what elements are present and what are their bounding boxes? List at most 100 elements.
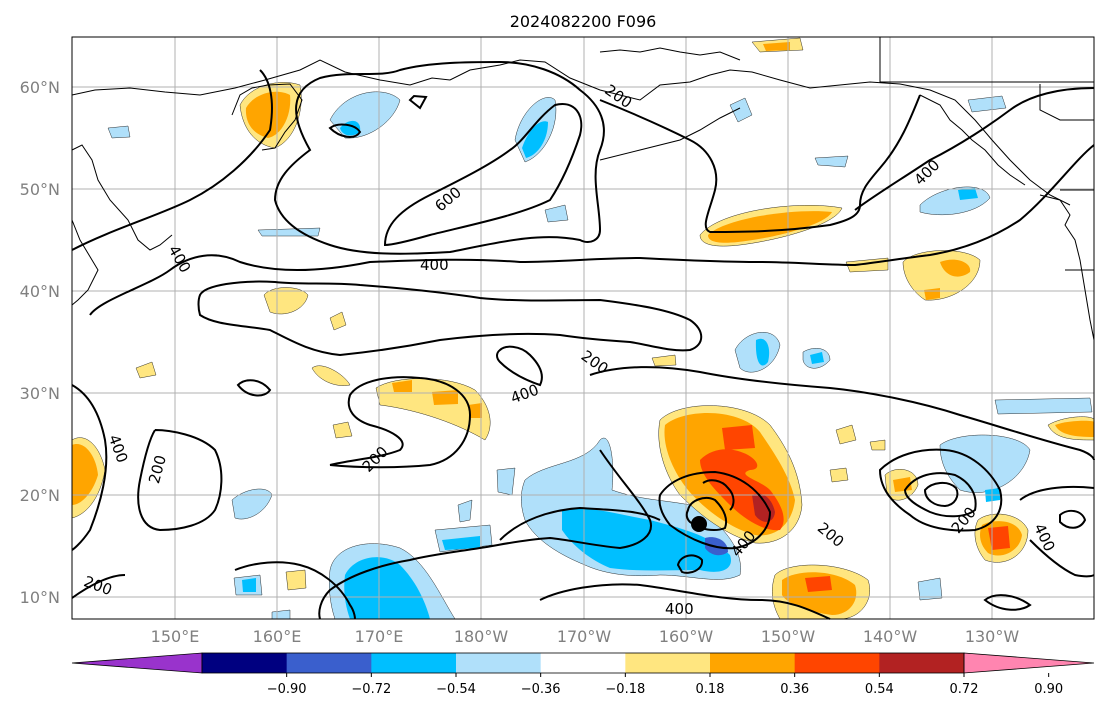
shade-red-orange: [805, 576, 832, 592]
coastlines: [71, 37, 1095, 341]
lon-tick-label: 180°W: [454, 627, 509, 646]
contour-line: [234, 561, 356, 620]
colorbar-segment: [286, 653, 372, 673]
contour-line: [89, 144, 1095, 316]
shade-blue: [344, 557, 430, 619]
colorbar-tick-label: −0.54: [436, 682, 476, 697]
shade-yellow: [311, 365, 351, 386]
shade-red-orange: [722, 425, 755, 450]
shade-yellow: [135, 361, 157, 379]
lon-axis: 150°E 160°E 170°E 180°W 170°W 160°W 150°…: [151, 627, 1020, 646]
lat-tick-label: 10°N: [20, 588, 60, 607]
shade-light-blue: [967, 95, 1007, 113]
colorbar-tick-label: 0.54: [865, 682, 894, 697]
colorbar-tick-label: −0.18: [605, 682, 645, 697]
contour-line: [273, 60, 605, 255]
contour-line: [408, 94, 428, 110]
shade-orange: [940, 259, 971, 277]
figure-title: 2024082200 F096: [510, 12, 657, 31]
contour-line: [539, 583, 831, 620]
colorbar-segment: [540, 653, 626, 673]
shade-blue: [755, 338, 770, 366]
lon-tick-label: 160°E: [253, 627, 302, 646]
contour-line: [1019, 485, 1095, 501]
contour-line: [328, 123, 362, 138]
shade-orange: [708, 211, 832, 243]
colorbar-segment: [202, 653, 288, 673]
contour-line: [71, 69, 273, 251]
shade-light-blue: [814, 155, 849, 168]
contour-label: 400: [665, 600, 694, 618]
lon-tick-label: 130°W: [965, 627, 1020, 646]
contour-line: [658, 470, 772, 550]
contour-line: [236, 379, 272, 397]
contour-label: 400: [420, 256, 449, 274]
map-plot-area: 200 600 400 400 400 200 400 200 200 200 …: [71, 37, 1095, 620]
contour-line: [137, 429, 223, 532]
shade-orange: [468, 403, 482, 418]
lon-tick-label: 160°W: [659, 627, 714, 646]
lon-tick-label: 150°W: [761, 627, 816, 646]
contours: [71, 60, 1095, 620]
colorbar-frame: [201, 652, 965, 674]
lat-tick-label: 20°N: [20, 486, 60, 505]
lat-axis: 60°N 50°N 40°N 30°N 20°N 10°N: [20, 78, 60, 607]
lat-tick-label: 50°N: [20, 180, 60, 199]
contour-line: [383, 103, 583, 247]
shade-blue: [810, 352, 824, 364]
shade-light-blue: [994, 397, 1093, 415]
colorbar-extend-low: [71, 652, 203, 674]
contour-line: [318, 449, 652, 620]
contour-line: [923, 482, 959, 508]
shade-yellow: [835, 424, 857, 445]
shade-orange: [763, 42, 790, 51]
shade-blue: [442, 536, 480, 550]
shade-yellow: [829, 467, 849, 483]
colorbar-segment: [456, 653, 542, 673]
contour-line: [1029, 539, 1095, 578]
shade-yellow: [329, 311, 347, 331]
colorbar-tick-label: 0.18: [696, 682, 725, 697]
lon-tick-label: 140°W: [863, 627, 918, 646]
shade-orange: [924, 288, 940, 300]
colorbar-segment: [794, 653, 880, 673]
shade-yellow: [263, 287, 309, 315]
shade-light-blue: [107, 125, 131, 139]
lon-tick-label: 170°E: [355, 627, 404, 646]
contour-line: [71, 574, 126, 599]
lat-tick-label: 60°N: [20, 78, 60, 97]
lat-tick-label: 40°N: [20, 282, 60, 301]
contour-line: [496, 345, 543, 387]
shade-light-blue: [729, 97, 753, 123]
shade-blue: [242, 578, 256, 592]
contour-labels: 200 600 400 400 400 200 400 200 200 200 …: [81, 81, 1058, 618]
contour-line: [676, 554, 704, 574]
shade-yellow: [651, 354, 677, 367]
colorbar-segment: [710, 653, 796, 673]
shade-orange: [1055, 420, 1094, 437]
shade-red-orange: [988, 526, 1010, 550]
contour-line: [197, 280, 703, 357]
shade-yellow: [332, 421, 353, 439]
shade-yellow: [869, 439, 886, 451]
colorbar-tick-label: −0.36: [521, 682, 561, 697]
map-frame: [71, 36, 1095, 620]
colorbar-tick-label: 0.90: [1034, 682, 1063, 697]
colorbar: −0.90 −0.72 −0.54 −0.36 −0.18 0.18 0.36 0.54 0.7…: [71, 652, 1095, 697]
shade-orange: [72, 444, 98, 505]
colorbar-tick-label: 0.72: [950, 682, 979, 697]
contour-line: [589, 366, 1095, 461]
shade-orange: [245, 91, 291, 138]
contour-line: [1059, 509, 1087, 529]
colorbar-tick-label: −0.90: [267, 682, 307, 697]
contour-line: [983, 594, 1032, 611]
contour-line: [854, 87, 1095, 211]
contour-line: [599, 94, 921, 234]
colorbar-segment: [625, 653, 711, 673]
shade-blue: [522, 121, 548, 158]
contour-line: [329, 376, 472, 469]
shade-orange: [432, 390, 458, 405]
contour-line: [878, 448, 1003, 532]
shade-blue: [958, 188, 978, 200]
